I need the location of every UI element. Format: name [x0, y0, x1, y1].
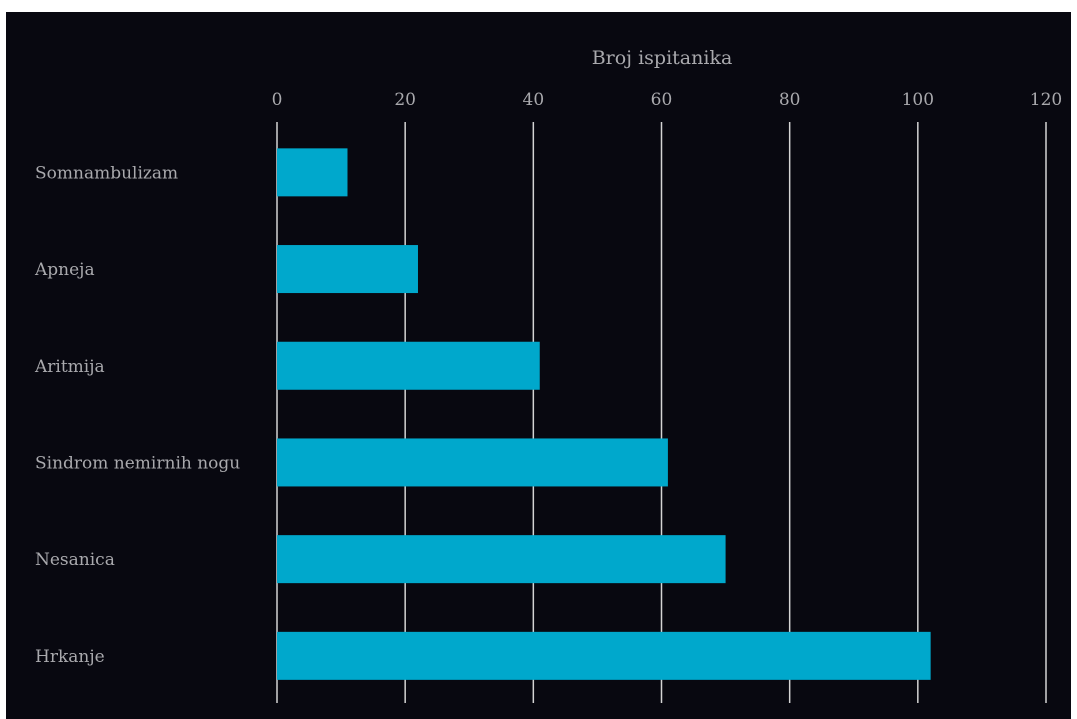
category-label: Hrkanje	[35, 647, 105, 667]
grid-lines	[276, 122, 1047, 703]
x-tick-label: 60	[651, 90, 673, 110]
bar-somnambulizam	[277, 148, 348, 197]
category-label: Aritmija	[34, 357, 105, 377]
x-tick-label: 0	[272, 90, 283, 110]
bar-hrkanje	[277, 631, 931, 680]
x-axis-ticks: 0 20 40 60 80 100 120	[272, 90, 1063, 110]
x-tick-label: 40	[523, 90, 545, 110]
category-label: Sindrom nemirnih nogu	[35, 453, 240, 473]
category-labels: Somnambulizam Apneja Aritmija Sindrom nemir…	[34, 163, 240, 666]
category-label: Nesanica	[35, 550, 115, 570]
category-label: Apneja	[34, 260, 95, 280]
bar-apneja	[277, 245, 418, 294]
bar-nesanica	[277, 535, 726, 584]
x-tick-label: 80	[779, 90, 801, 110]
bars	[277, 148, 931, 680]
bar-sindrom-nemirnih-nogu	[277, 438, 668, 487]
x-tick-label: 20	[394, 90, 416, 110]
bar-aritmija	[277, 341, 540, 390]
x-axis-title: Broj ispitanika	[592, 47, 733, 69]
category-label: Somnambulizam	[35, 163, 178, 183]
x-tick-label: 100	[902, 90, 934, 110]
x-tick-label: 120	[1030, 90, 1062, 110]
